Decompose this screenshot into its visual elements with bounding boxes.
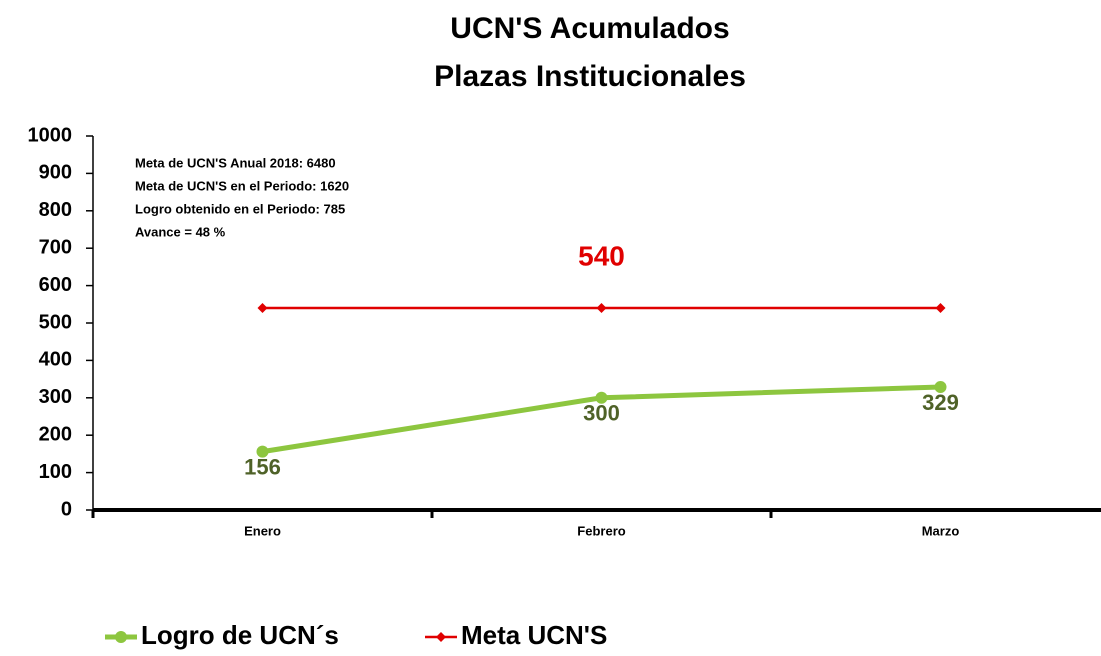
annotation: Meta de UCN'S en el Periodo: 1620 xyxy=(135,178,349,193)
y-tick-label: 400 xyxy=(39,349,72,371)
legend-label: Logro de UCN´s xyxy=(141,620,339,650)
point xyxy=(595,391,608,404)
legend-marker xyxy=(436,632,446,642)
y-tick-label: 1000 xyxy=(28,124,73,146)
point xyxy=(935,303,946,314)
chart-subtitle: Plazas Institucionales xyxy=(434,60,746,93)
legend-marker xyxy=(115,631,127,643)
annotation: Logro obtenido en el Periodo: 785 xyxy=(135,201,345,216)
y-tick-label: 600 xyxy=(39,274,72,296)
data-label: 540 xyxy=(578,240,625,271)
annotation: Avance = 48 % xyxy=(135,224,226,239)
annotation: Meta de UCN'S Anual 2018: 6480 xyxy=(135,155,336,170)
data-label: 300 xyxy=(583,401,620,426)
y-tick-label: 200 xyxy=(39,423,72,445)
legend-label: Meta UCN'S xyxy=(461,620,607,650)
data-label: 156 xyxy=(244,454,281,479)
x-tick-label: Marzo xyxy=(922,523,960,538)
x-tick-label: Enero xyxy=(244,523,281,538)
y-tick-label: 800 xyxy=(39,199,72,221)
point xyxy=(257,303,268,314)
y-tick-label: 100 xyxy=(39,461,72,483)
y-tick-label: 0 xyxy=(61,498,72,520)
y-tick-label: 300 xyxy=(39,386,72,408)
y-tick-label: 500 xyxy=(39,311,72,333)
point xyxy=(934,380,947,393)
y-tick-label: 900 xyxy=(39,162,72,184)
data-label: 329 xyxy=(922,390,959,415)
y-tick-label: 700 xyxy=(39,236,72,258)
x-tick-label: Febrero xyxy=(577,523,625,538)
point xyxy=(256,445,269,458)
chart-title: UCN'S Acumulados xyxy=(450,12,729,45)
point xyxy=(596,303,607,314)
